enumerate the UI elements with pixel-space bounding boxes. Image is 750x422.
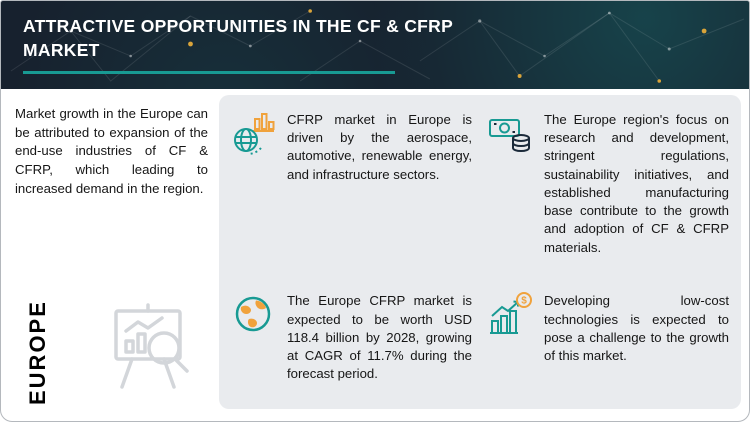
card-text: CFRP market in Europe is driven by the a… — [287, 112, 472, 182]
page-title-line1: ATTRACTIVE OPPORTUNITIES IN THE CF & CFR… — [23, 16, 454, 36]
network-decoration-icon — [10, 9, 745, 83]
presentation-board-magnifier-icon — [114, 303, 189, 389]
globe-icon — [231, 292, 277, 336]
region-growth-paragraph: Market growth in the Europe can be attri… — [15, 106, 208, 196]
banner: ATTRACTIVE OPPORTUNITIES IN THE CF & CFR… — [1, 1, 749, 89]
opportunity-card-1: CFRP market in Europe is driven by the a… — [231, 111, 472, 184]
card-text: The Europe region's focus on research an… — [544, 112, 729, 255]
opportunity-card-3: The Europe CFRP market is expected to be… — [231, 292, 472, 383]
region-label: EUROPE — [25, 300, 50, 405]
globe-analytics-icon — [231, 111, 277, 155]
opportunities-panel: CFRP market in Europe is driven by the a… — [219, 95, 741, 409]
svg-text:$: $ — [521, 296, 527, 307]
money-coins-icon — [488, 111, 534, 155]
card-text: Developing low-cost technologies is expe… — [544, 293, 729, 363]
opportunity-card-4: $ Developing low-cost technologies is ex… — [488, 292, 729, 365]
title-underline — [23, 71, 395, 74]
opportunity-card-2: The Europe region's focus on research an… — [488, 111, 729, 257]
page-title: ATTRACTIVE OPPORTUNITIES IN THE CF & CFR… — [23, 14, 453, 62]
card-text: The Europe CFRP market is expected to be… — [287, 293, 472, 382]
bar-chart-dollar-icon: $ — [488, 292, 534, 336]
page-title-line2: MARKET — [23, 40, 100, 61]
